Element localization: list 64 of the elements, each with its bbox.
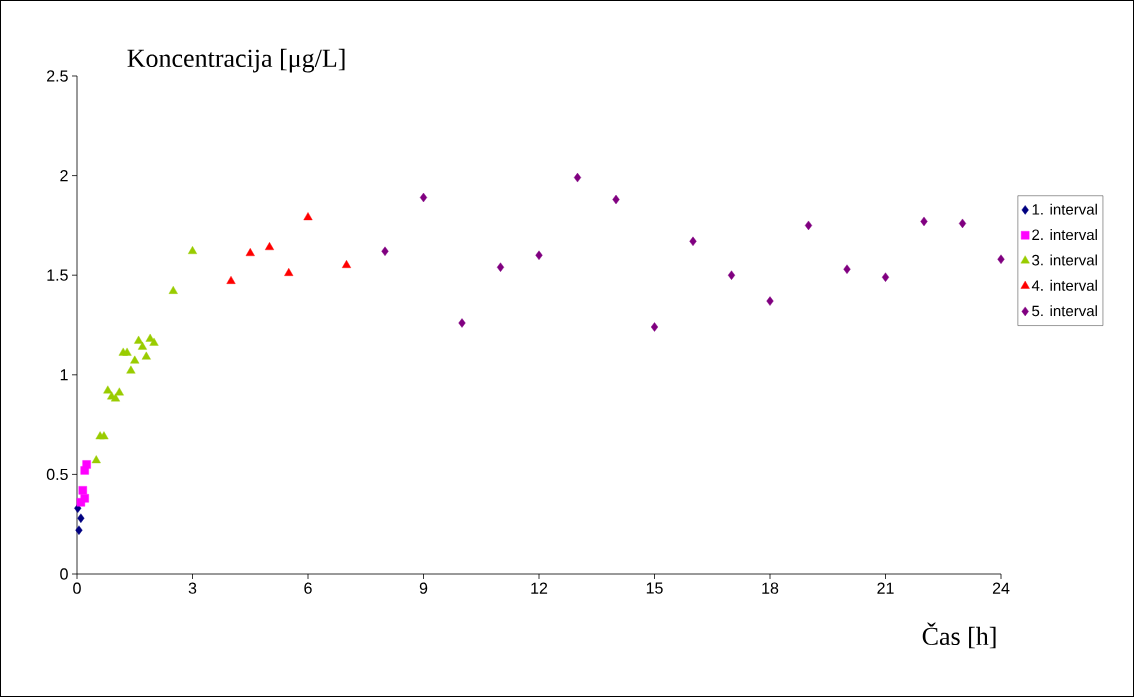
y-tick-label: 2 <box>60 170 68 182</box>
point <box>920 216 928 227</box>
point <box>99 431 109 440</box>
x-axis-title: Čas [h] <box>922 622 996 649</box>
point <box>958 218 967 229</box>
y-tick-label: 0 <box>60 568 68 580</box>
point <box>114 387 124 396</box>
point <box>130 355 140 364</box>
point <box>126 365 136 374</box>
point <box>110 393 121 402</box>
x-tick-label: 15 <box>646 582 663 594</box>
legend-label: 5. interval <box>1032 305 1097 317</box>
legend-label: 3. interval <box>1032 254 1097 266</box>
y-tick-label: 2.5 <box>47 70 68 82</box>
point <box>419 192 428 203</box>
point <box>997 254 1005 264</box>
point <box>245 248 255 256</box>
point <box>458 318 466 328</box>
point <box>226 275 236 284</box>
point <box>804 220 813 231</box>
point <box>80 494 89 503</box>
x-tick-label: 6 <box>304 582 312 594</box>
x-tick-label: 3 <box>188 582 197 594</box>
y-tick-label: 1 <box>60 369 68 381</box>
point <box>881 272 890 282</box>
x-tick-label: 18 <box>762 582 779 594</box>
point <box>381 246 389 256</box>
point <box>535 250 543 260</box>
point <box>75 525 83 535</box>
point <box>650 322 659 332</box>
x-tick-label: 0 <box>73 582 81 594</box>
x-tick-label: 12 <box>531 582 548 594</box>
point <box>843 264 851 274</box>
point <box>284 268 294 276</box>
legend-label: 2. interval <box>1032 229 1097 241</box>
legend-label: 4. interval <box>1031 279 1097 291</box>
point <box>134 335 144 344</box>
y-axis-title: Koncentracija [μg/L] <box>127 48 345 73</box>
point <box>168 285 178 294</box>
point <box>766 296 774 306</box>
point <box>77 513 85 523</box>
x-tick-label: 9 <box>419 582 428 594</box>
x-tick-label: 24 <box>992 582 1010 594</box>
point <box>149 337 159 346</box>
point <box>78 486 87 495</box>
point <box>303 212 313 221</box>
point <box>689 236 697 247</box>
y-tick-label: 1.5 <box>47 269 68 281</box>
point <box>727 270 736 280</box>
x-tick-label: 21 <box>877 582 894 594</box>
point <box>187 246 198 254</box>
point <box>496 262 505 272</box>
legend-label: 1. interval <box>1032 203 1097 215</box>
point <box>573 172 582 183</box>
point <box>103 385 113 394</box>
point <box>264 242 275 251</box>
y-tick-label: 0.5 <box>46 468 68 481</box>
point <box>341 260 352 268</box>
point <box>612 194 620 205</box>
point <box>122 347 132 356</box>
point <box>91 455 101 464</box>
point <box>141 351 151 360</box>
point <box>137 341 147 350</box>
point <box>82 460 91 469</box>
